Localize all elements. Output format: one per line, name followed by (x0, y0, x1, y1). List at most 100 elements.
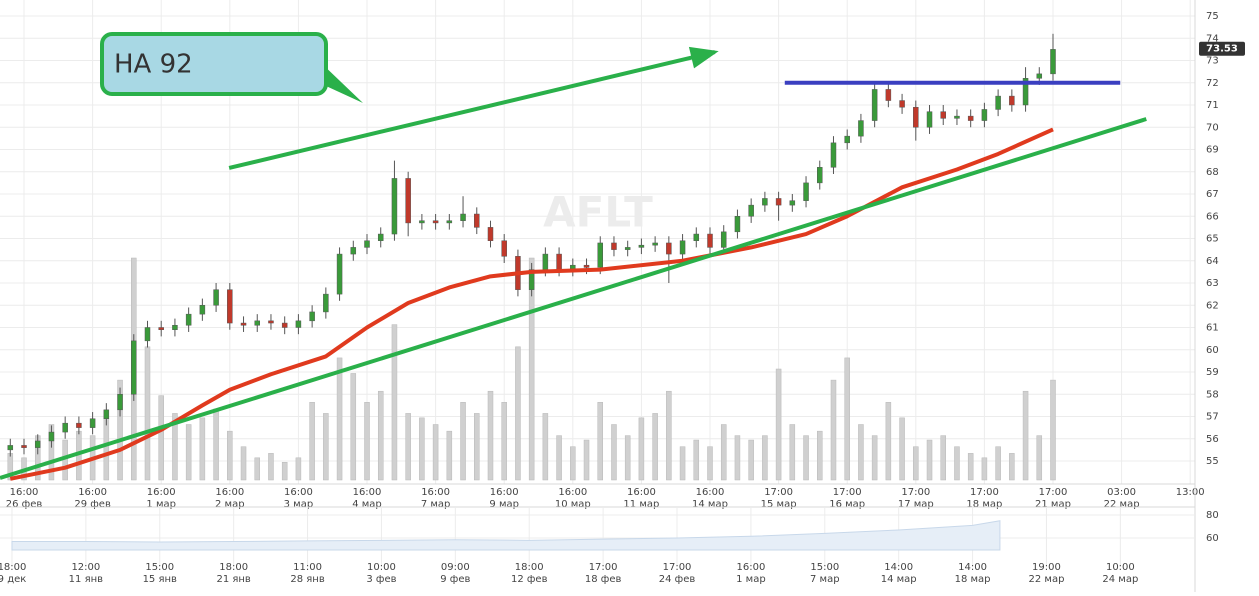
nav-x-tick-label: 15:00 (145, 562, 174, 573)
candle-body (679, 240, 686, 255)
nav-x-tick-date: 3 фев (366, 574, 396, 585)
volume-bar (446, 430, 453, 481)
candle-body (7, 445, 14, 451)
volume-bar (748, 439, 754, 481)
candle-body (748, 204, 754, 217)
x-tick-date: 3 мар (284, 499, 314, 510)
y-tick-label: 62 (1206, 300, 1219, 311)
volume-bar (1050, 379, 1056, 481)
y-tick-label: 75 (1206, 11, 1219, 22)
x-tick-label: 16:00 (696, 487, 725, 498)
volume-bar (734, 435, 741, 481)
candle-body (309, 311, 315, 322)
candle-body (789, 200, 796, 206)
candle-body (762, 198, 768, 206)
x-tick-date: 18 мар (966, 499, 1002, 510)
candle-body (720, 231, 727, 248)
candle-body (419, 220, 425, 224)
volume-bar (144, 346, 151, 481)
candle-body (172, 325, 178, 330)
x-tick-date: 29 фев (74, 499, 111, 510)
candle-body (350, 247, 357, 255)
candle-body (158, 327, 164, 330)
candle-body (213, 289, 219, 306)
volume-bar (981, 457, 988, 481)
nav-x-tick-label: 18:00 (0, 562, 26, 573)
candle-body (858, 120, 864, 137)
candle-body (254, 320, 260, 326)
volume-bar (1036, 435, 1043, 481)
y-tick-label: 73 (1206, 56, 1219, 67)
nav-x-tick-date: 1 мар (736, 574, 766, 585)
candle-body (556, 253, 562, 270)
candle-body (391, 178, 398, 235)
volume-bar (460, 402, 466, 481)
candle-body (707, 233, 713, 248)
volume-bar (967, 453, 974, 481)
candle-body (117, 394, 123, 411)
candle-body (624, 247, 631, 250)
x-tick-date: 9 мар (489, 499, 519, 510)
candle-body (885, 89, 892, 101)
x-tick-label: 17:00 (1039, 487, 1068, 498)
candle-body (48, 431, 55, 442)
x-tick-date: 16 мар (829, 499, 865, 510)
volume-bar (679, 446, 686, 481)
candle-body (336, 253, 343, 295)
candle-body (501, 240, 507, 257)
candle-body (62, 422, 68, 433)
nav-x-tick-date: 9 дек (0, 574, 26, 585)
volume-bar (666, 390, 672, 481)
nav-x-tick-date: 21 янв (216, 574, 250, 585)
candle-body (185, 313, 192, 326)
volume-bar (405, 413, 411, 481)
volume-bar (172, 413, 178, 481)
y-tick-label: 70 (1206, 122, 1219, 133)
nav-x-tick-date: 22 мар (1029, 574, 1065, 585)
volume-bar (542, 413, 549, 481)
volume-bar (103, 417, 110, 481)
candle-body (76, 422, 82, 428)
price-tag-label: 73.53 (1206, 44, 1238, 55)
candle-body (981, 109, 988, 121)
x-tick-date: 7 мар (421, 499, 451, 510)
volume-bar (720, 424, 727, 481)
y-tick-label: 55 (1206, 456, 1219, 467)
annotation-line (228, 50, 716, 170)
nav-x-tick-date: 15 янв (143, 574, 177, 585)
candle-body (89, 418, 96, 428)
x-tick-label: 16:00 (558, 487, 587, 498)
volume-bar (913, 446, 919, 481)
volume-bar (789, 424, 796, 481)
nav-x-tick-label: 16:00 (736, 562, 765, 573)
y-tick-label: 60 (1206, 345, 1219, 356)
candle-body (611, 242, 617, 250)
volume-bar (227, 430, 233, 481)
candle-body (364, 240, 370, 248)
candle-body (871, 89, 878, 121)
volume-bar (268, 453, 274, 481)
nav-x-tick-date: 14 мар (881, 574, 917, 585)
volume-bar (830, 379, 837, 481)
candle-body (597, 242, 603, 268)
y-tick-label: 64 (1206, 256, 1219, 267)
volume-bar (377, 390, 384, 481)
x-tick-label: 16:00 (490, 487, 519, 498)
candle-body (474, 213, 480, 228)
candle-body (240, 322, 247, 326)
x-tick-label: 16:00 (627, 487, 656, 498)
y-tick-label: 57 (1206, 412, 1219, 423)
arrow-head (688, 46, 719, 69)
candle-body (913, 106, 919, 128)
candle-body (446, 220, 453, 224)
y-tick-label: 56 (1206, 434, 1219, 445)
candle-body (775, 198, 782, 206)
x-tick-label: 17:00 (970, 487, 999, 498)
candle-body (734, 216, 741, 233)
nav-x-tick-date: 11 янв (69, 574, 103, 585)
nav-x-tick-label: 12:00 (71, 562, 100, 573)
x-tick-label: 16:00 (10, 487, 39, 498)
volume-bar (940, 435, 946, 481)
x-tick-label: 16:00 (78, 487, 107, 498)
